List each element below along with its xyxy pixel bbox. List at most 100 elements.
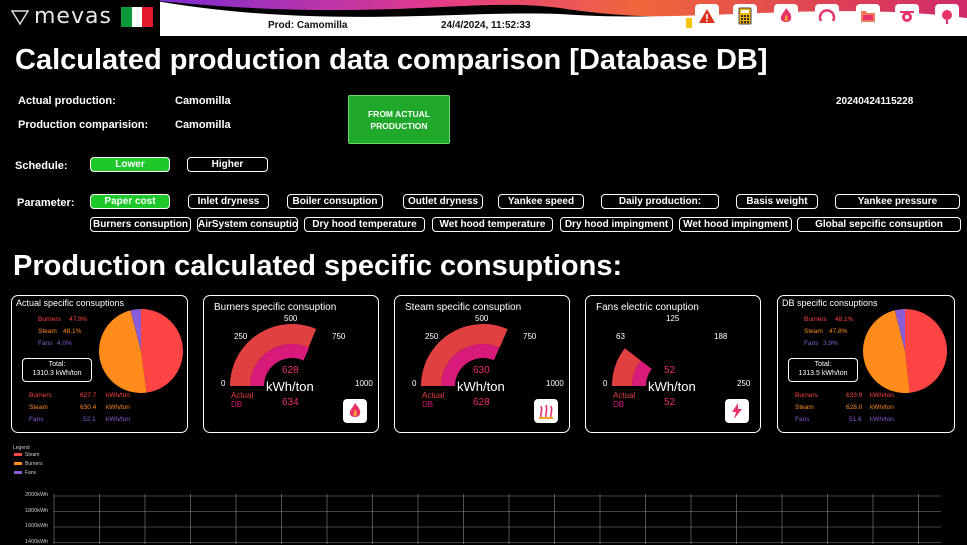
param-paper-cost[interactable]: Paper cost bbox=[90, 194, 170, 209]
db-row-steam-unit: kWh/ton bbox=[870, 404, 894, 411]
actual-row-fans-unit: kWh/ton bbox=[106, 416, 130, 423]
actual-row-burners-value: 627.7 bbox=[80, 392, 97, 399]
steam-gauge-card: Steam specific consuption 0 250 500 750 1000 6… bbox=[394, 295, 570, 433]
gauge-db-label: DB bbox=[422, 400, 434, 409]
page-title: Calculated production data comparison [D… bbox=[15, 44, 768, 76]
param-wet-hood-impingment[interactable]: Wet hood impingment bbox=[679, 217, 792, 232]
record-icon[interactable] bbox=[935, 4, 959, 28]
logo-triangle-icon bbox=[10, 9, 30, 25]
gauge-unit: kWh/ton bbox=[266, 379, 314, 394]
lightning-icon[interactable] bbox=[725, 399, 749, 423]
actual-total-label: Total: bbox=[48, 361, 66, 368]
gauge-arc bbox=[421, 324, 508, 386]
flame-icon[interactable] bbox=[343, 399, 367, 423]
burners-gauge-card: Burners specific consuption 0 250 500 750 100… bbox=[203, 295, 379, 433]
db-row-burners-name: Burners bbox=[795, 392, 818, 399]
gauge-actual-arc bbox=[421, 324, 508, 386]
actual-production-label: Actual production: bbox=[18, 95, 116, 107]
db-fans-pct: 3.9% bbox=[823, 340, 838, 347]
db-card-title: DB specific consuptions bbox=[782, 298, 878, 308]
pie-slice-steam bbox=[863, 310, 910, 393]
top-bar: mevas Prod: Camomilla 24/4/2024, 11:52:3… bbox=[0, 0, 967, 36]
actual-row-steam-unit: kWh/ton bbox=[106, 404, 130, 411]
db-consumptions-card: DB specific consuptions Burners 48.1% St… bbox=[777, 295, 955, 433]
gauge-tick: 250 bbox=[425, 332, 439, 341]
param-wet-hood-temperature[interactable]: Wet hood temperature bbox=[432, 217, 553, 232]
param-basis-weight[interactable]: Basis weight bbox=[736, 194, 818, 209]
gauge-actual-label: Actual bbox=[231, 391, 254, 400]
db-total-label: Total: bbox=[814, 361, 832, 368]
db-row-fans-value: 51.6 bbox=[849, 416, 862, 423]
settings-icon[interactable] bbox=[895, 4, 919, 28]
production-label: Prod: Camomilla bbox=[268, 20, 348, 31]
schedule-higher-button[interactable]: Higher bbox=[187, 157, 268, 172]
param-dry-hood-impingment[interactable]: Dry hood impingment bbox=[560, 217, 673, 232]
actual-burners-name: Burners bbox=[38, 316, 61, 323]
actual-row-steam-value: 630.4 bbox=[80, 404, 97, 411]
gauge-arc bbox=[612, 348, 652, 386]
actual-pie-chart bbox=[98, 309, 184, 393]
italy-flag-icon[interactable] bbox=[121, 7, 154, 27]
legend-title: Legend bbox=[13, 445, 30, 451]
calculator-icon[interactable] bbox=[733, 4, 757, 28]
from-actual-production-button[interactable]: FROM ACTUAL PRODUCTION bbox=[348, 95, 450, 144]
actual-fans-name: Fans bbox=[38, 340, 53, 347]
pie-slice-steam bbox=[98, 310, 147, 393]
actual-fans-pct: 4.0% bbox=[57, 340, 72, 347]
param-yankee-speed[interactable]: Yankee speed bbox=[498, 194, 584, 209]
actual-steam-name: Steam bbox=[38, 328, 57, 335]
param-global-specific-consuption[interactable]: Global sepcific consuption bbox=[797, 217, 961, 232]
pie-slice-fans bbox=[894, 309, 905, 351]
actual-steam-pct: 48.1% bbox=[63, 328, 82, 335]
gauge-tick: 125 bbox=[666, 314, 680, 323]
db-total-unit: kWh/ton bbox=[821, 370, 848, 377]
gauge-tick: 1000 bbox=[546, 379, 564, 388]
gauge-db-arc bbox=[441, 344, 500, 386]
db-pie-chart bbox=[863, 309, 948, 393]
schedule-lower-button[interactable]: Lower bbox=[90, 157, 170, 172]
db-row-burners-unit: kWh/ton bbox=[870, 392, 894, 399]
gauge-tick: 0 bbox=[221, 379, 226, 388]
steam-icon[interactable] bbox=[534, 399, 558, 423]
db-row-steam-value: 628.0 bbox=[846, 404, 863, 411]
pie-slice-burners bbox=[905, 309, 948, 393]
actual-row-fans-value: 52.1 bbox=[83, 416, 96, 423]
param-airsystem-consuption[interactable]: AirSystem consuption bbox=[197, 217, 298, 232]
alert-icon[interactable] bbox=[695, 4, 719, 28]
param-boiler-consuption[interactable]: Boiler consuption bbox=[287, 194, 383, 209]
gauge-db-value: 634 bbox=[282, 397, 299, 408]
actual-row-fans-name: Fans bbox=[29, 416, 44, 423]
y-axis-label: 2000kWh bbox=[25, 492, 49, 498]
gauge-actual-arc bbox=[230, 324, 317, 386]
flame-icon[interactable] bbox=[774, 4, 798, 28]
gauge-db-arc bbox=[632, 360, 652, 386]
param-dry-hood-temperature[interactable]: Dry hood temperature bbox=[304, 217, 425, 232]
pie-slice-burners bbox=[141, 309, 184, 393]
gauge-tick: 500 bbox=[475, 314, 489, 323]
gauge-icon[interactable] bbox=[815, 4, 839, 28]
gauge-db-value: 52 bbox=[664, 397, 676, 408]
param-daily-production[interactable]: Daily production: bbox=[601, 194, 719, 209]
pie-slice-fans bbox=[130, 309, 141, 351]
param-inlet-dryness[interactable]: Inlet dryness bbox=[188, 194, 269, 209]
gauge-actual-arc bbox=[612, 348, 641, 386]
db-total-value: 1313.5 bbox=[798, 370, 820, 377]
gauge-actual-value: 630 bbox=[473, 365, 490, 376]
db-steam-pct: 47.8% bbox=[829, 328, 848, 335]
param-yankee-pressure[interactable]: Yankee pressure bbox=[835, 194, 960, 209]
gauge-tick: 250 bbox=[737, 379, 751, 388]
db-steam-name: Steam bbox=[804, 328, 823, 335]
param-outlet-dryness[interactable]: Outlet dryness bbox=[403, 194, 483, 209]
gauge-title: Fans electric conuption bbox=[596, 302, 699, 313]
gauge-arc bbox=[230, 324, 317, 386]
gauge-actual-label: Actual bbox=[613, 391, 636, 400]
gauge-tick: 250 bbox=[234, 332, 248, 341]
y-axis-label: 1600kWh bbox=[25, 523, 49, 529]
gauge-tick: 750 bbox=[523, 332, 537, 341]
folder-icon[interactable] bbox=[856, 4, 880, 28]
actual-total-value: 1310.3 bbox=[32, 370, 54, 377]
actual-burners-pct: 47.9% bbox=[69, 316, 88, 323]
gauge-db-arc bbox=[250, 344, 310, 386]
trend-grid bbox=[53, 494, 941, 544]
param-burners-consuption[interactable]: Burners consuption bbox=[90, 217, 191, 232]
